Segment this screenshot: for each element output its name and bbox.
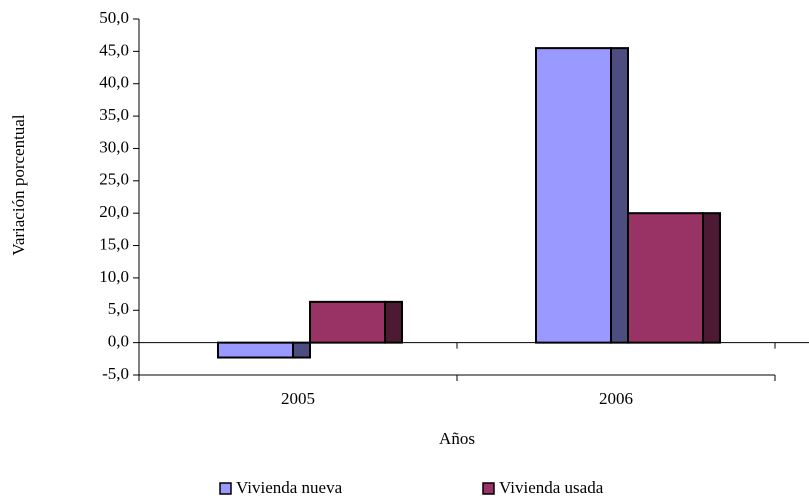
y-tick-label: -5,0	[102, 364, 129, 383]
bar	[535, 47, 612, 344]
y-tick-label: 10,0	[99, 267, 129, 286]
bar	[217, 341, 294, 359]
y-tick-label: 45,0	[99, 40, 129, 59]
y-tick-label: 5,0	[108, 299, 129, 318]
y-tick-label: 30,0	[99, 137, 129, 156]
bar	[309, 300, 386, 344]
legend-swatch	[482, 482, 495, 495]
y-axis-label: Variación porcentual	[9, 114, 28, 255]
x-tick-label: 2006	[599, 389, 633, 408]
bar	[627, 212, 704, 344]
legend-label: Vivienda nueva	[236, 478, 343, 497]
y-tick-label: 0,0	[108, 332, 129, 351]
bar-side	[292, 341, 311, 359]
y-tick-label: 35,0	[99, 105, 129, 124]
bar-side	[702, 212, 721, 344]
bar-side	[384, 300, 403, 344]
y-tick-label: 15,0	[99, 234, 129, 253]
bar-side	[610, 47, 629, 344]
x-tick-label: 2005	[281, 389, 315, 408]
y-tick-label: 40,0	[99, 73, 129, 92]
x-axis-label: Años	[439, 429, 475, 448]
legend-swatch	[219, 482, 232, 495]
legend-label: Vivienda usada	[499, 478, 604, 497]
y-tick-label: 25,0	[99, 170, 129, 189]
y-tick-label: 50,0	[99, 8, 129, 27]
y-tick-label: 20,0	[99, 202, 129, 221]
